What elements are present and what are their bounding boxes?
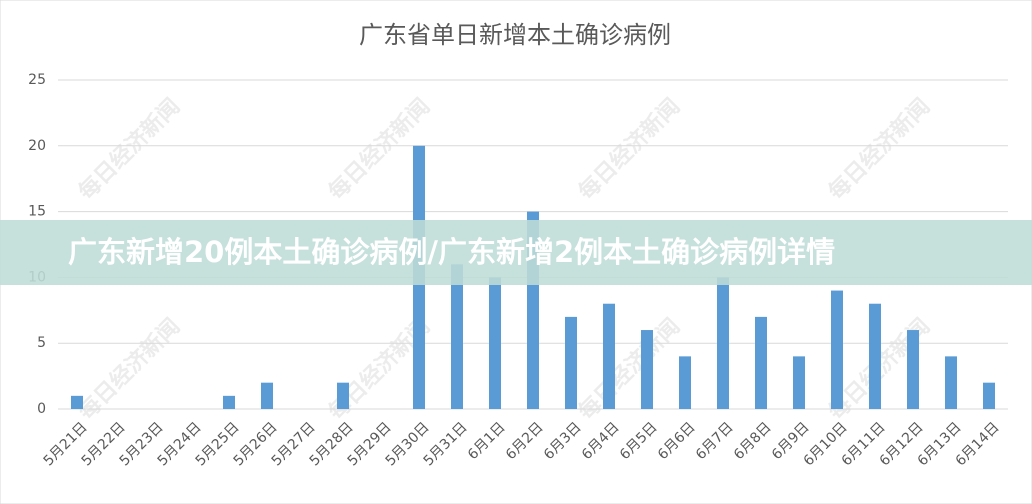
- bar: [907, 330, 919, 409]
- banner-text: 广东新增20例本土确诊病例/广东新增2例本土确诊病例详情: [68, 235, 835, 269]
- bar: [869, 303, 881, 409]
- y-tick-label: 5: [37, 335, 46, 351]
- y-tick-label: 0: [37, 401, 46, 417]
- bar: [71, 395, 83, 409]
- bar: [983, 382, 995, 409]
- bar: [831, 290, 843, 409]
- bar: [945, 356, 957, 409]
- bar: [793, 356, 805, 409]
- y-tick-label: 25: [28, 72, 46, 88]
- bar: [603, 303, 615, 409]
- bar: [717, 277, 729, 409]
- banner: [0, 220, 1032, 285]
- bar: [565, 316, 577, 409]
- bar: [451, 264, 463, 409]
- chart-title: 广东省单日新增本土确诊病例: [359, 21, 671, 49]
- bar: [223, 395, 235, 409]
- bar: [489, 277, 501, 409]
- bar: [261, 382, 273, 409]
- y-tick-label: 15: [28, 204, 46, 220]
- bar: [641, 330, 653, 409]
- y-tick-label: 20: [28, 138, 46, 154]
- bar: [679, 356, 691, 409]
- bar: [755, 316, 767, 409]
- bar: [337, 382, 349, 409]
